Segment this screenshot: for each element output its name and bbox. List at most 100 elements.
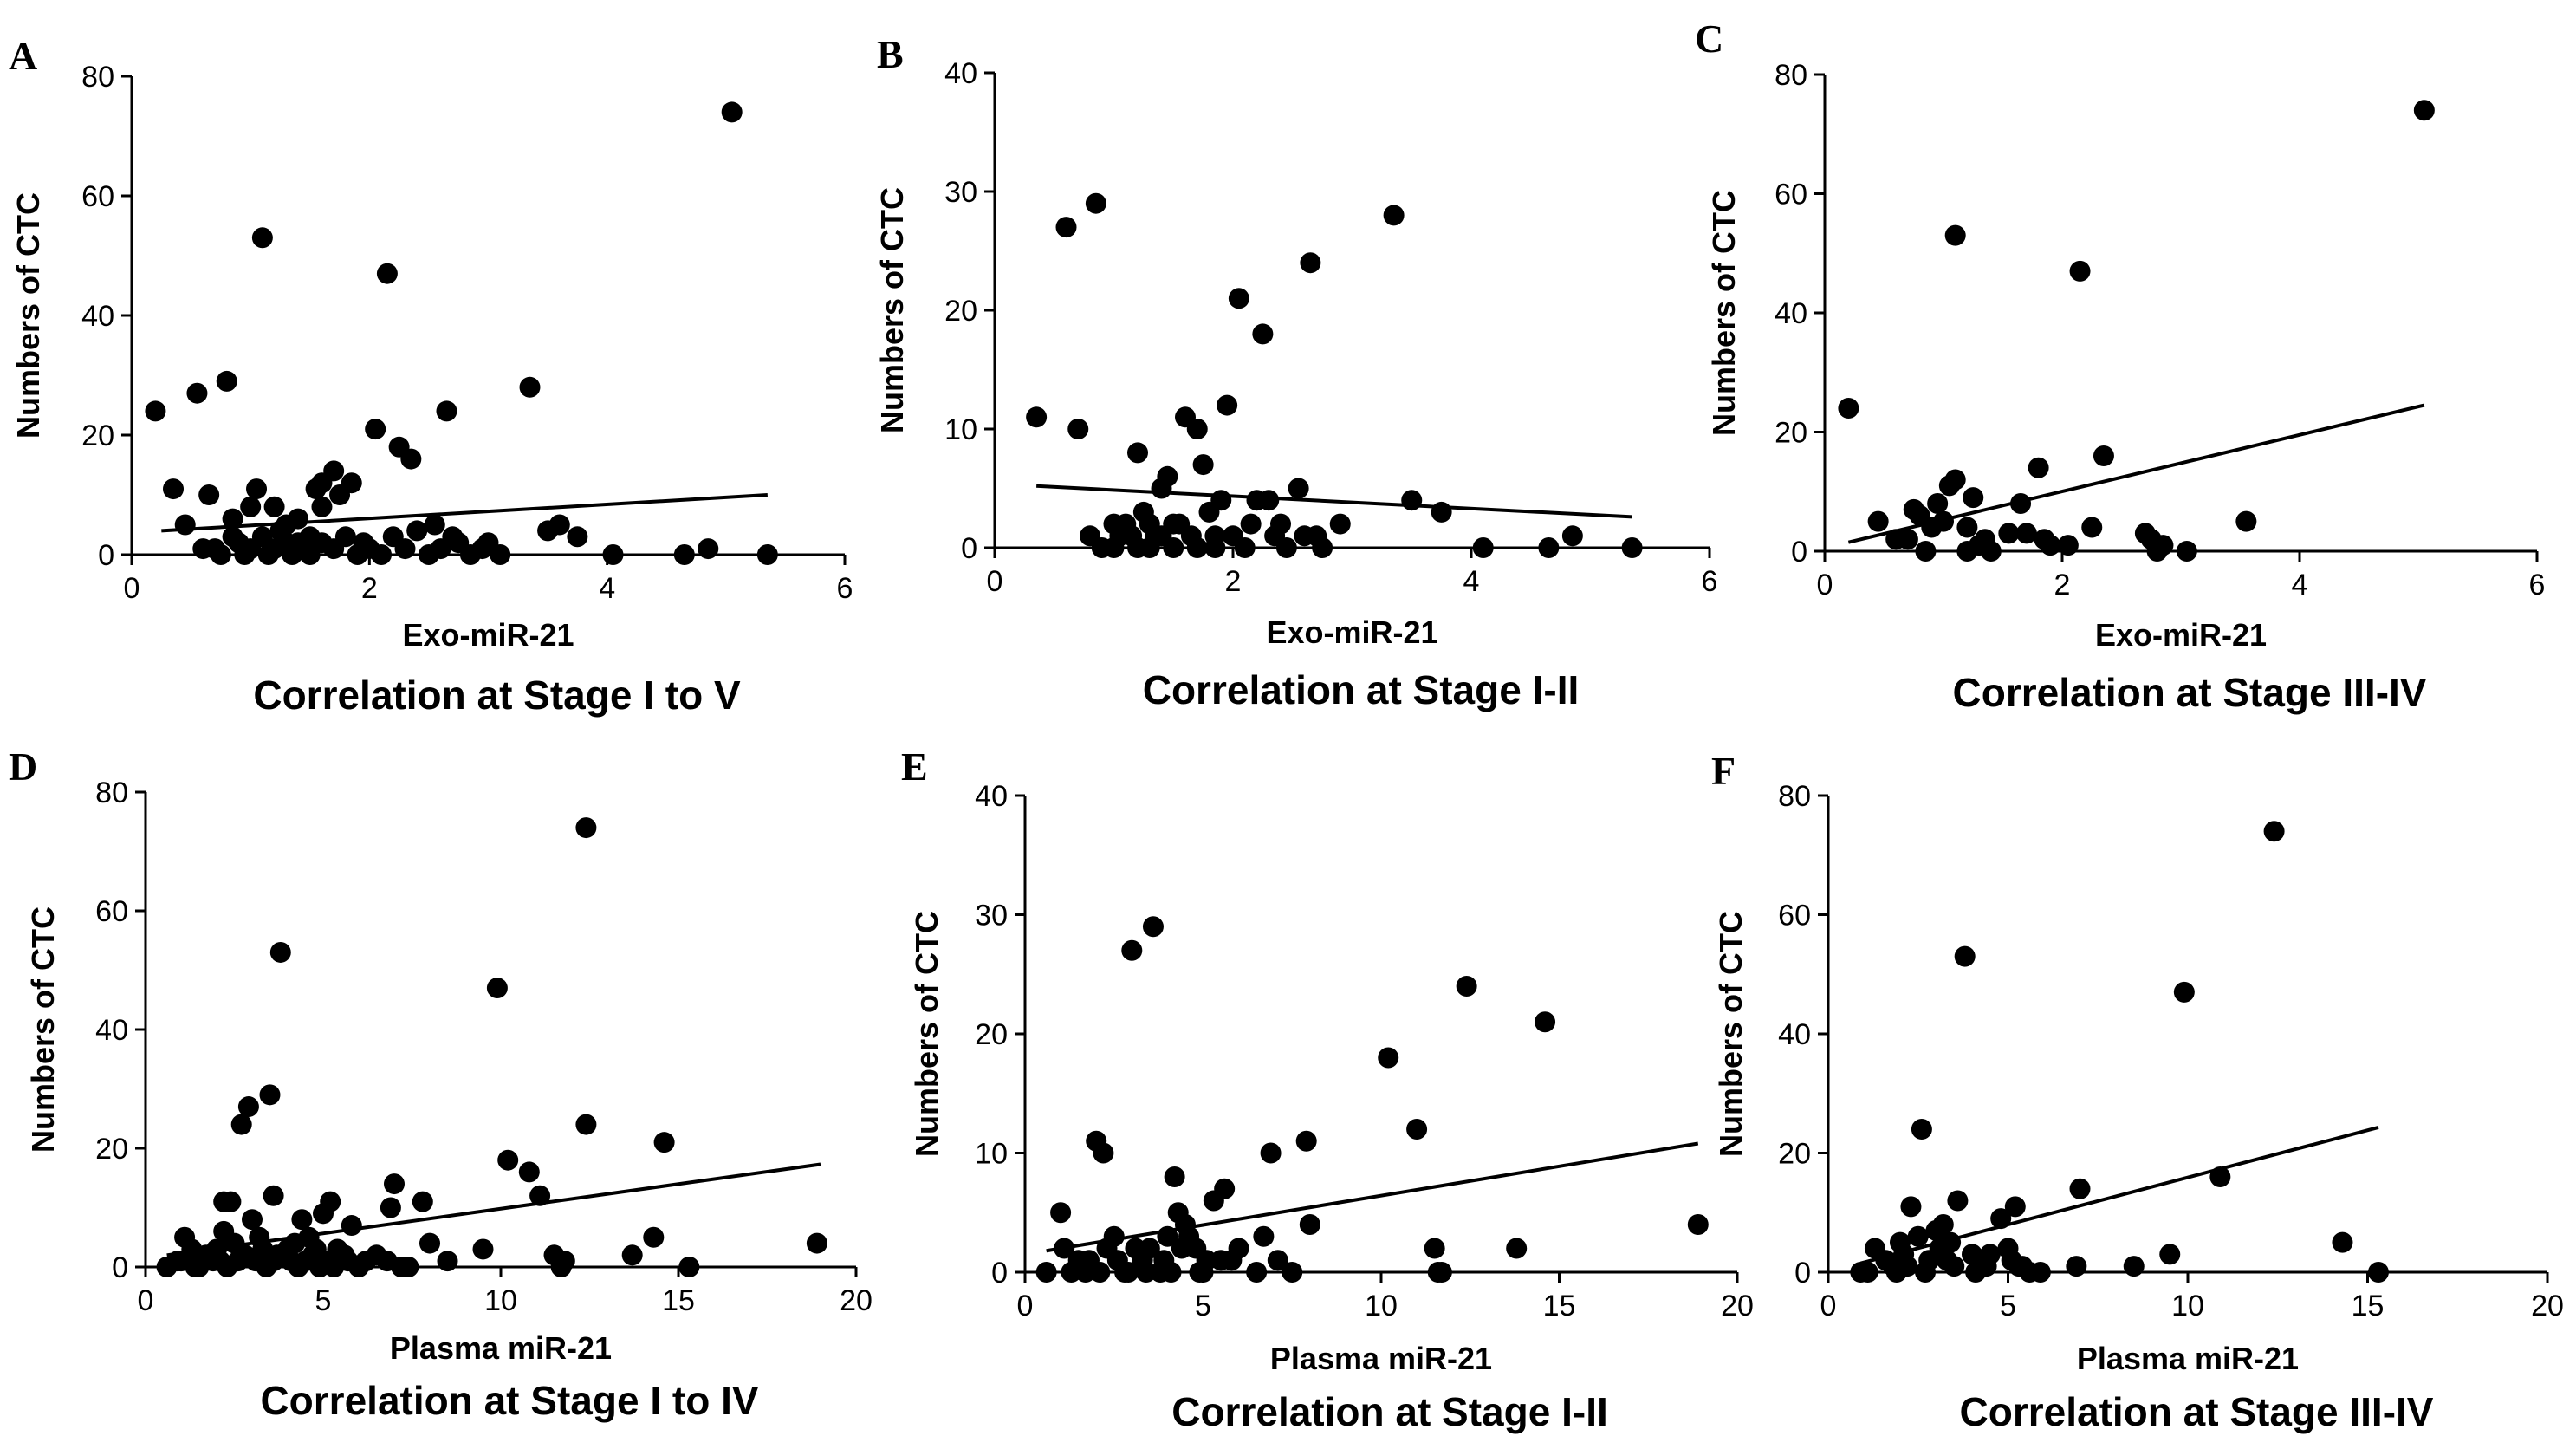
data-point bbox=[721, 101, 743, 123]
panel-caption: Correlation at Stage I to V bbox=[253, 673, 741, 718]
data-point bbox=[1312, 537, 1333, 558]
y-tick-label: 0 bbox=[991, 1257, 1008, 1290]
data-point bbox=[1228, 288, 1249, 309]
data-point bbox=[1210, 490, 1232, 511]
y-tick-label: 40 bbox=[944, 57, 977, 90]
x-axis-label: Exo-miR-21 bbox=[402, 617, 574, 653]
data-point bbox=[1915, 541, 1937, 562]
x-tick-label: 20 bbox=[1721, 1290, 1754, 1322]
data-point bbox=[1621, 537, 1643, 558]
data-point bbox=[288, 508, 309, 530]
data-point bbox=[1103, 537, 1125, 558]
data-point bbox=[1838, 398, 1859, 419]
data-point bbox=[2173, 981, 2195, 1003]
data-point bbox=[288, 532, 309, 554]
data-point bbox=[334, 526, 356, 548]
data-point bbox=[1907, 1225, 1929, 1247]
data-point bbox=[222, 526, 243, 548]
data-point bbox=[263, 496, 285, 517]
y-tick-label: 40 bbox=[975, 780, 1008, 813]
data-point bbox=[1164, 1166, 1185, 1187]
y-tick-label: 60 bbox=[1778, 900, 1811, 932]
data-point bbox=[1900, 1196, 1922, 1218]
data-point bbox=[1186, 419, 1208, 439]
y-axis-label: Numbers of CTC bbox=[874, 187, 910, 433]
x-tick-label: 0 bbox=[124, 572, 140, 605]
data-point bbox=[1943, 1256, 1965, 1277]
data-point bbox=[240, 538, 262, 560]
chart-panel-c: C 0 20 40 60 80 0 2 4 6 Exo-miR-21 Numbers of CTC Co… bbox=[1695, 16, 2545, 715]
data-point bbox=[575, 1114, 597, 1135]
data-point bbox=[673, 544, 695, 565]
data-point bbox=[1956, 517, 1978, 538]
data-point bbox=[1956, 541, 1978, 562]
data-point bbox=[1538, 537, 1560, 558]
panel-caption: Correlation at Stage III-IV bbox=[1953, 670, 2427, 715]
y-tick-label: 20 bbox=[1778, 1138, 1811, 1171]
data-point bbox=[1171, 1238, 1192, 1259]
chart-panel-f: F 0 20 40 60 80 0 5 10 15 20 Plasma miR-21 Numbers o… bbox=[1711, 749, 2564, 1434]
chart-panel-a: A 0 20 40 60 80 0 2 4 6 Exo-miR-21 Numbers of CTC Co… bbox=[9, 34, 853, 718]
trend-line bbox=[1046, 1141, 1699, 1253]
data-point bbox=[1506, 1238, 1528, 1259]
data-point bbox=[323, 460, 345, 482]
trend-line bbox=[1036, 484, 1632, 519]
data-point bbox=[2235, 510, 2257, 532]
data-point bbox=[490, 544, 511, 565]
data-point bbox=[1139, 1238, 1160, 1259]
x-tick-label: 2 bbox=[361, 572, 378, 605]
data-point bbox=[653, 1132, 675, 1153]
data-point bbox=[1275, 537, 1297, 558]
data-point bbox=[698, 538, 719, 560]
chart-panel-b: B 0 10 20 30 40 0 2 4 6 Exo-miR-21 Numbers of CTC Co… bbox=[874, 32, 1717, 712]
y-tick-label: 40 bbox=[95, 1014, 128, 1047]
data-point bbox=[519, 376, 541, 398]
data-point bbox=[2004, 1196, 2026, 1218]
data-point bbox=[1234, 537, 1256, 558]
data-point bbox=[2152, 535, 2174, 556]
y-tick-label: 20 bbox=[975, 1018, 1008, 1051]
data-point bbox=[400, 448, 422, 470]
data-point bbox=[384, 1173, 405, 1195]
data-point bbox=[1142, 916, 1164, 938]
data-point bbox=[1192, 454, 1214, 476]
data-point bbox=[1947, 1190, 1969, 1212]
data-point bbox=[163, 478, 185, 500]
data-point bbox=[1055, 217, 1077, 238]
x-tick-label: 5 bbox=[2000, 1290, 2016, 1322]
data-point bbox=[391, 1257, 412, 1277]
x-tick-label: 0 bbox=[987, 565, 1003, 598]
data-point bbox=[1927, 493, 1949, 514]
data-point bbox=[486, 978, 508, 999]
data-point bbox=[371, 544, 393, 565]
data-point bbox=[341, 1215, 362, 1237]
y-tick-label: 0 bbox=[961, 532, 977, 565]
data-point bbox=[222, 508, 243, 530]
data-point bbox=[567, 526, 588, 548]
data-point bbox=[1135, 1262, 1157, 1283]
data-point bbox=[1944, 224, 1966, 246]
data-point bbox=[1687, 1214, 1709, 1235]
data-point bbox=[2159, 1244, 2181, 1265]
data-point bbox=[472, 1238, 494, 1260]
data-point bbox=[678, 1257, 700, 1277]
panel-letter: B bbox=[877, 32, 904, 76]
data-point bbox=[1089, 1262, 1111, 1283]
data-point bbox=[1431, 501, 1452, 523]
y-tick-label: 80 bbox=[81, 61, 114, 94]
data-point bbox=[1192, 1262, 1214, 1283]
x-tick-label: 6 bbox=[2529, 569, 2546, 601]
x-tick-label: 2 bbox=[2054, 569, 2071, 601]
data-point bbox=[2040, 535, 2061, 556]
x-tick-label: 4 bbox=[2292, 569, 2308, 601]
data-point bbox=[210, 544, 231, 565]
panel-letter: E bbox=[901, 744, 928, 789]
data-point bbox=[2069, 260, 2091, 282]
data-point bbox=[237, 1096, 259, 1118]
data-point bbox=[1228, 1238, 1249, 1259]
data-point bbox=[1857, 1262, 1878, 1283]
data-point bbox=[216, 370, 237, 392]
x-tick-label: 0 bbox=[1017, 1290, 1034, 1322]
data-point bbox=[554, 1251, 575, 1272]
